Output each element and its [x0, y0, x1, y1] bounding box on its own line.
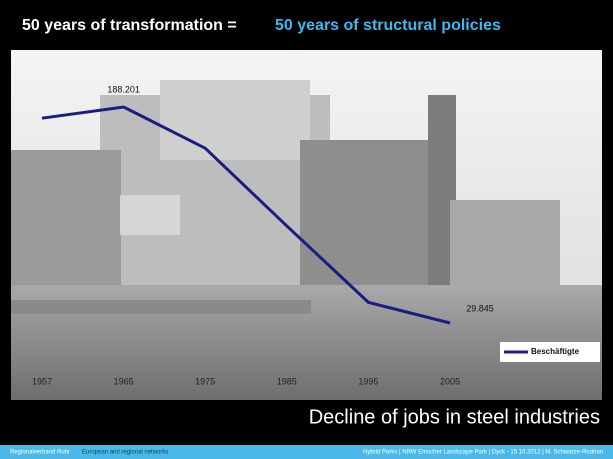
header-bar: [0, 0, 613, 48]
footer-info: Hybrid Parks | NRW Emscher Landscape Par…: [363, 450, 603, 456]
background-photo: [11, 50, 602, 400]
x-tick-label: 1957: [32, 376, 52, 386]
footer-org: Regionalverband Ruhr: [10, 450, 70, 456]
x-tick-label: 2005: [440, 376, 460, 386]
footer-bar: [0, 445, 613, 459]
data-label: 29.845: [466, 303, 494, 313]
x-tick-label: 1965: [114, 376, 134, 386]
legend-box: [500, 342, 600, 362]
data-line: [41, 105, 451, 325]
header-title-highlight: 50 years of structural policies: [275, 17, 501, 34]
x-tick-label: 1995: [358, 376, 378, 386]
legend-label: Beschäftigte: [531, 347, 580, 356]
caption-bar: [0, 400, 613, 445]
x-tick-label: 1975: [195, 376, 215, 386]
header-title: 50 years of transformation =: [22, 17, 237, 34]
x-tick-label: 1985: [277, 376, 297, 386]
data-label: 188.201: [107, 84, 140, 94]
caption: Decline of jobs in steel industries: [309, 406, 600, 428]
footer-network: European and regional networks: [82, 450, 168, 456]
